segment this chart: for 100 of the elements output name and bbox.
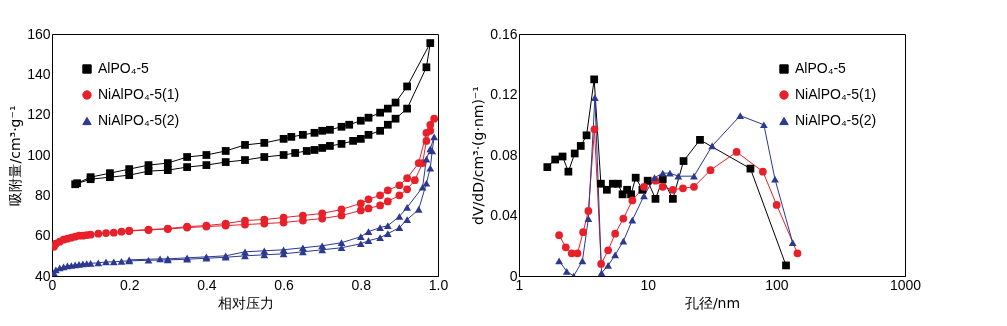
point [260,139,269,147]
point [202,161,211,169]
point [364,195,373,204]
point [318,126,327,135]
point [356,233,365,241]
point [403,104,411,113]
legend-label: NiAlPO₄-5(2) [795,112,877,128]
point [102,258,110,266]
point [326,125,334,134]
point [430,114,438,123]
point [202,151,211,159]
point [163,166,172,174]
point [326,142,334,150]
point [221,147,230,155]
point [356,134,365,143]
point [364,130,373,139]
point [418,183,427,191]
point [364,228,373,235]
point [144,161,153,169]
point [383,104,392,113]
point [349,137,357,145]
y-tick-label: 60 [34,227,51,244]
point [221,158,230,166]
point [241,248,249,256]
point [94,259,103,267]
point [102,229,110,237]
point [117,227,126,236]
x-tick-label: 0.8 [351,276,372,293]
point [391,114,400,123]
x-tick-label: 0.2 [119,276,140,293]
point [383,186,392,195]
point [395,224,404,231]
legend-label: AlPO₄-5 [98,60,150,76]
point [260,247,269,255]
point [376,191,384,200]
point [422,137,431,145]
point [279,246,288,254]
point [383,222,392,229]
point [403,216,411,223]
y-tick-label: 160 [27,25,51,42]
point [260,153,269,161]
point [125,165,134,173]
point [345,120,354,129]
x-tick-label: 0.4 [197,276,217,293]
point [414,206,423,213]
point [299,244,307,252]
x-tick-label: 10 [640,276,657,293]
point [299,211,307,220]
legend-label: AlPO₄-5 [795,60,847,76]
point [337,239,346,247]
point [156,255,164,263]
legend-label: NiAlPO₄-5(1) [98,86,180,102]
point [376,224,384,231]
point [383,197,392,206]
point [279,151,288,159]
point [356,206,365,215]
point [183,163,191,171]
point [395,191,404,200]
point [426,120,435,129]
point [364,204,373,213]
legend-label: NiAlPO₄-5(2) [98,112,180,128]
point [287,132,296,141]
x-tick-label: 100 [765,276,789,293]
point [310,146,319,154]
point [183,153,191,161]
point [279,213,288,222]
point [403,185,411,194]
point [117,257,126,265]
point [337,205,346,214]
legend-label: NiAlPO₄-5(1) [795,86,877,102]
point [356,116,365,125]
point [376,108,384,117]
point [395,181,404,190]
x-tick-label: 1000 [889,276,922,293]
point [383,230,392,237]
y-tick-label: 0.08 [490,146,518,163]
x-tick-label: 1.0 [428,276,449,293]
point [395,213,404,220]
point [337,122,346,131]
point [403,82,411,91]
point [144,256,153,264]
point [318,144,327,152]
point [422,63,431,72]
point [430,133,438,141]
point [302,147,311,155]
point [86,259,95,267]
point [364,113,373,122]
point [376,234,384,242]
point [410,176,419,185]
point [426,39,435,47]
point [364,237,373,245]
point [318,209,327,218]
point [403,174,411,183]
point [422,128,431,137]
x-axis-title: 相对压力 [217,294,274,311]
point [109,258,118,266]
point [356,199,365,208]
point [383,120,392,129]
point [109,228,118,237]
point [241,141,249,149]
